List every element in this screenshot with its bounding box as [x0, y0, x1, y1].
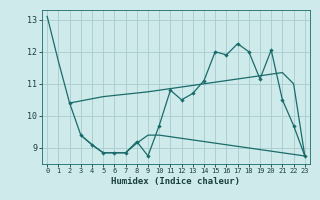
- X-axis label: Humidex (Indice chaleur): Humidex (Indice chaleur): [111, 177, 241, 186]
